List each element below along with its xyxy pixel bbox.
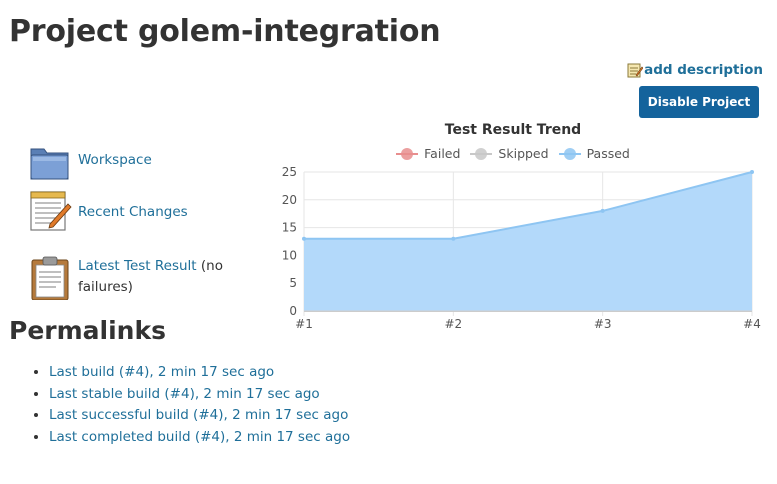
permalinks-list: Last build (#4), 2 min 17 sec ago Last s… — [30, 362, 350, 448]
permalink-item: Last successful build (#4), 2 min 17 sec… — [49, 405, 350, 427]
chart-title: Test Result Trend — [444, 122, 582, 138]
y-tick-label: 10 — [282, 248, 297, 262]
point-passed — [451, 236, 456, 241]
y-tick-label: 5 — [289, 276, 297, 290]
legend-skipped[interactable]: Skipped — [470, 146, 549, 161]
clipboard-icon — [31, 256, 69, 300]
latest-test-result-note: (no failures) — [78, 258, 223, 295]
x-tick-label: #4 — [743, 317, 761, 331]
legend-failed[interactable]: Failed — [396, 146, 460, 161]
area-passed — [304, 172, 752, 311]
legend-skipped-swatch — [470, 147, 493, 160]
y-tick-label: 0 — [289, 304, 297, 318]
permalinks-title: Permalinks — [9, 316, 166, 345]
disable-project-button[interactable]: Disable Project — [639, 86, 759, 118]
legend-failed-label: Failed — [424, 146, 461, 161]
x-tick-label: #2 — [444, 317, 462, 331]
notepad-icon — [627, 63, 644, 78]
y-tick-label: 20 — [282, 193, 297, 207]
y-tick-label: 25 — [282, 165, 297, 179]
point-passed — [302, 236, 306, 241]
legend-passed-swatch — [558, 147, 581, 160]
task-latest-test-result[interactable]: Latest Test Result (no failures) — [28, 256, 238, 300]
last-build-link[interactable]: Last build (#4), 2 min 17 sec ago — [49, 364, 275, 380]
page-title: Project golem-integration — [9, 14, 441, 49]
y-tick-label: 15 — [282, 221, 297, 235]
legend-passed-label: Passed — [586, 146, 630, 161]
x-tick-label: #3 — [594, 317, 612, 331]
point-passed — [600, 208, 605, 213]
task-workspace[interactable]: Workspace — [28, 140, 152, 184]
add-description-link[interactable]: add description — [627, 62, 763, 78]
task-recent-changes[interactable]: Recent Changes — [28, 188, 188, 232]
permalink-item: Last build (#4), 2 min 17 sec ago — [49, 362, 350, 384]
legend-skipped-label: Skipped — [498, 146, 549, 161]
permalink-item: Last stable build (#4), 2 min 17 sec ago — [49, 384, 350, 406]
last-completed-build-link[interactable]: Last completed build (#4), 2 min 17 sec … — [49, 428, 351, 445]
legend-failed-swatch — [396, 147, 419, 160]
last-stable-build-link[interactable]: Last stable build (#4), 2 min 17 sec ago — [49, 385, 320, 402]
add-description-label: add description — [644, 62, 763, 78]
permalink-item: Last completed build (#4), 2 min 17 sec … — [49, 427, 350, 449]
chart-legend: Failed Skipped Passed — [300, 146, 726, 161]
point-passed — [750, 170, 754, 174]
folder-icon — [30, 148, 69, 180]
notepad-pencil-icon — [30, 191, 72, 231]
x-tick-label: #1 — [295, 317, 313, 331]
line-passed — [304, 171, 753, 240]
last-successful-build-link[interactable]: Last successful build (#4), 2 min 17 sec… — [49, 407, 349, 423]
latest-test-result-link[interactable]: Latest Test Result — [78, 258, 197, 274]
recent-changes-link[interactable]: Recent Changes — [78, 204, 188, 220]
legend-passed[interactable]: Passed — [558, 146, 630, 161]
workspace-link[interactable]: Workspace — [78, 152, 152, 168]
